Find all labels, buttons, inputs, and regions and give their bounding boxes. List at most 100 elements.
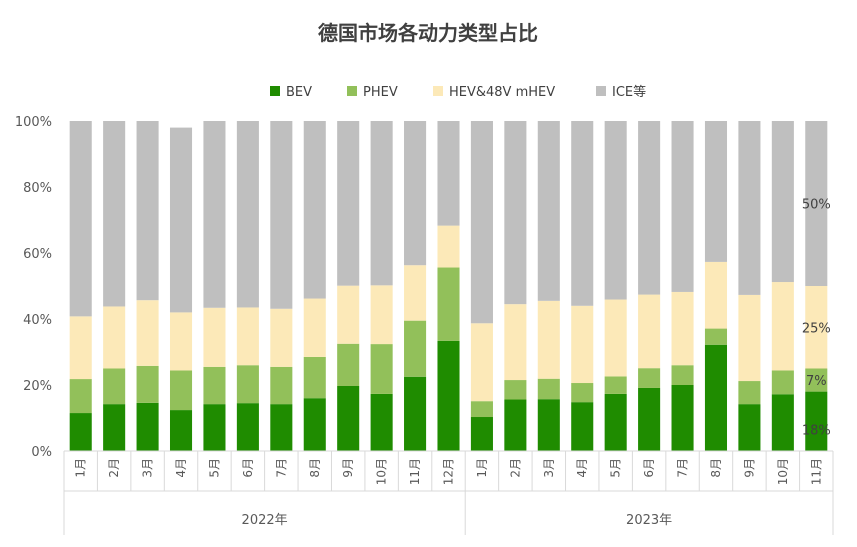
x-tick-label: 3月: [141, 458, 155, 478]
bar-segment-1-12: [470, 401, 493, 418]
x-tick-label: 8月: [709, 458, 723, 478]
bar-segment-2-7: [303, 298, 326, 357]
x-tick-label: 4月: [174, 458, 188, 478]
annotation-label: 50%: [802, 198, 831, 213]
annotation-label: 25%: [802, 321, 831, 336]
y-axis: 0% 20% 40% 60% 80% 100%: [15, 115, 52, 460]
x-tick-label: 11月: [809, 458, 823, 485]
bar-segment-3-10: [404, 121, 427, 266]
legend: BEV PHEV HEV&48V mHEV ICE等: [270, 84, 646, 100]
bar-segment-1-1: [103, 368, 126, 405]
bar-segment-0-15: [571, 402, 594, 451]
bar-segment-1-15: [571, 383, 594, 403]
x-tick-label: 5月: [207, 458, 221, 478]
x-tick-label: 2月: [107, 458, 121, 478]
bar-segment-1-22: [805, 368, 828, 392]
bar-segment-2-6: [270, 308, 293, 367]
bar-segment-3-0: [69, 121, 92, 317]
bar-segment-0-22: [805, 391, 828, 451]
bar-segment-0-20: [738, 404, 761, 451]
bar-segment-2-3: [169, 312, 193, 371]
bar-segment-0-19: [704, 344, 728, 451]
chart-title: 德国市场各动力类型占比: [318, 21, 538, 45]
bar-segment-2-10: [404, 265, 427, 321]
bar-segment-1-17: [638, 368, 661, 388]
bar-segment-2-20: [738, 294, 761, 382]
bar-segment-2-1: [103, 306, 126, 369]
group-label-1: 2023年: [626, 513, 672, 528]
bar-segment-0-13: [504, 399, 527, 451]
y-tick-label: 60%: [23, 247, 52, 262]
legend-label-2: HEV&48V mHEV: [449, 85, 555, 100]
bar-segment-3-8: [337, 121, 360, 286]
x-tick-label: 10月: [776, 458, 790, 485]
bar-segment-3-12: [470, 121, 493, 324]
bar-segment-0-12: [470, 417, 493, 451]
legend-label-0: BEV: [286, 85, 312, 100]
bar-segment-3-18: [671, 121, 694, 292]
y-tick-label: 40%: [23, 313, 52, 328]
bar-segment-1-13: [504, 380, 527, 400]
bar-segment-3-16: [604, 121, 627, 300]
bar-segment-3-20: [738, 121, 761, 295]
bar-segment-2-11: [437, 225, 460, 268]
bar-segment-3-15: [571, 121, 594, 306]
annotation-label: 18%: [802, 423, 831, 438]
legend-label-3: ICE等: [612, 84, 646, 100]
bar-segment-2-22: [805, 286, 828, 369]
bar-segment-2-14: [537, 300, 560, 379]
bar-segment-2-13: [504, 304, 527, 381]
bar-segment-1-20: [738, 381, 761, 405]
bar-segment-0-7: [303, 398, 326, 451]
bars: [69, 121, 828, 451]
bar-segment-3-4: [203, 121, 226, 308]
legend-swatch-0: [270, 86, 280, 96]
bar-segment-3-3: [169, 127, 193, 313]
bar-segment-0-0: [69, 413, 92, 451]
bar-segment-0-4: [203, 404, 226, 451]
y-tick-label: 20%: [23, 379, 52, 394]
bar-segment-3-6: [270, 121, 293, 309]
bar-segment-2-12: [470, 323, 493, 402]
x-tick-label: 2月: [508, 458, 522, 478]
bar-segment-1-14: [537, 378, 560, 400]
bar-segment-1-0: [69, 379, 92, 414]
bar-segment-1-4: [203, 366, 226, 405]
bar-segment-3-22: [805, 121, 828, 286]
legend-swatch-3: [596, 86, 606, 96]
bar-segment-2-17: [638, 294, 661, 369]
bar-segment-0-1: [103, 404, 126, 451]
bar-segment-1-8: [337, 343, 360, 386]
bar-segment-1-5: [236, 365, 259, 404]
legend-swatch-1: [347, 86, 357, 96]
bar-segment-1-19: [704, 328, 728, 345]
bar-segment-0-10: [404, 376, 427, 451]
bar-segment-0-14: [537, 399, 560, 451]
bar-segment-2-8: [337, 285, 360, 344]
bar-segment-3-19: [704, 121, 728, 262]
bar-segment-1-16: [604, 376, 627, 394]
x-tick-label: 9月: [742, 458, 756, 478]
x-tick-label: 1月: [74, 458, 88, 478]
bar-segment-0-11: [437, 340, 460, 451]
x-tick-label: 12月: [442, 458, 456, 485]
bar-segment-3-7: [303, 121, 326, 299]
bar-segment-0-9: [370, 393, 393, 451]
bar-segment-3-2: [136, 121, 159, 301]
y-tick-label: 100%: [15, 115, 52, 130]
x-tick-label: 3月: [542, 458, 556, 478]
bar-segment-3-5: [236, 121, 259, 308]
bar-segment-2-0: [69, 316, 92, 380]
bar-segment-1-9: [370, 344, 393, 394]
bar-segment-0-18: [671, 385, 694, 451]
bar-segment-3-21: [771, 121, 794, 283]
bar-segment-0-6: [270, 404, 293, 451]
bar-segment-1-21: [771, 370, 794, 395]
bar-segment-0-8: [337, 385, 360, 451]
bar-segment-3-9: [370, 121, 393, 286]
bar-segment-0-5: [236, 403, 259, 451]
bar-segment-1-18: [671, 365, 694, 385]
bar-segment-2-9: [370, 285, 393, 345]
bar-segment-1-6: [270, 366, 293, 405]
